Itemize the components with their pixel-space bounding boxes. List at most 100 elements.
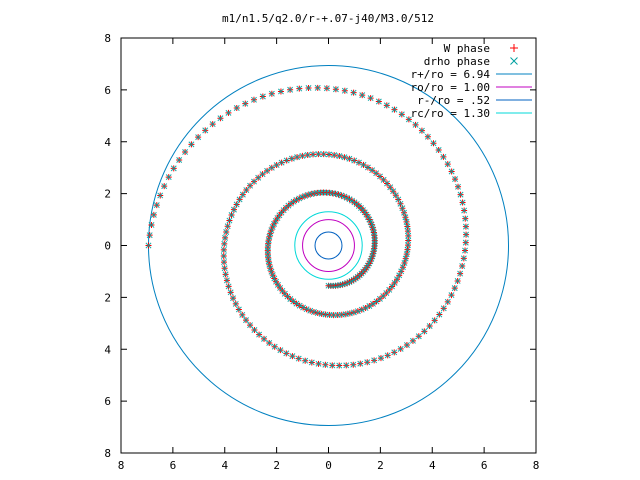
drho-phase-point [299, 152, 306, 159]
drho-phase-point [462, 239, 469, 246]
y-tick-label: 2 [104, 188, 111, 201]
drho-phase-point [146, 232, 153, 239]
drho-phase-point [209, 121, 216, 128]
circle-series-2 [302, 219, 355, 272]
drho-phase-point [288, 155, 295, 162]
x-tick-label: 8 [118, 459, 125, 472]
drho-phase-point [448, 168, 455, 175]
drho-phase-point [308, 359, 315, 366]
drho-phase-point [170, 165, 177, 172]
drho-phase-point [228, 212, 235, 218]
drho-phase-point [395, 196, 402, 203]
drho-phase-point [350, 361, 357, 368]
drho-phase-point [415, 333, 422, 340]
drho-phase-point [369, 167, 376, 174]
y-tick-label: 4 [104, 136, 111, 149]
drho-phase-point [277, 88, 284, 95]
drho-phase-point [268, 90, 275, 97]
drho-phase-point [165, 174, 172, 181]
drho-phase-point [251, 327, 258, 333]
drho-phase-point [357, 360, 364, 367]
drho-phase-point [454, 277, 461, 284]
drho-phase-point [404, 228, 411, 235]
y-tick-label: 4 [104, 343, 111, 356]
drho-phase-point [278, 159, 285, 166]
drho-phase-point [462, 215, 469, 222]
drho-phase-point [403, 218, 410, 225]
drho-phase-point [223, 229, 230, 235]
drho-phase-point [336, 362, 343, 369]
drho-phase-point [440, 305, 447, 312]
drho-phase-point [188, 141, 195, 148]
legend-label-2: drho phase [424, 55, 490, 68]
drho-phase-point [320, 151, 327, 158]
circle-series-3 [314, 231, 343, 260]
drho-phase-point [402, 255, 409, 262]
drho-phase-point [436, 311, 443, 318]
drho-phase-point [236, 196, 243, 203]
drho-phase-point [351, 157, 358, 164]
drho-phase-point [251, 96, 257, 103]
x-tick-label: 8 [533, 459, 540, 472]
drho-phase-point [430, 140, 437, 147]
drho-phase-point [405, 116, 412, 123]
drho-phase-point [444, 298, 451, 305]
drho-phase-point [360, 161, 367, 168]
x-tick-label: 2 [377, 459, 384, 472]
drho-phase-point [391, 106, 398, 113]
drho-phase-point [314, 84, 321, 91]
drho-phase-point [256, 331, 263, 338]
drho-phase-point [273, 162, 280, 169]
drho-phase-point [261, 335, 267, 342]
x-tick-label: 4 [221, 459, 228, 472]
drho-phase-point [264, 167, 271, 174]
drho-phase-point [225, 109, 232, 116]
drho-phase-point [364, 164, 371, 171]
drho-phase-point [459, 199, 466, 206]
drho-phase-point [350, 89, 357, 96]
drho-phase-point [176, 157, 183, 163]
drho-phase-point [235, 306, 242, 313]
drho-phase-point [359, 92, 366, 99]
drho-phase-point [230, 206, 237, 213]
drho-phase-point [343, 362, 350, 369]
y-tick-label: 2 [104, 291, 111, 304]
drho-phase-point [268, 227, 275, 234]
drho-phase-point [329, 362, 336, 369]
drho-phase-point [424, 133, 431, 140]
drho-phase-point [145, 242, 152, 249]
drho-phase-point [283, 157, 290, 164]
drho-phase-point [440, 153, 447, 160]
drho-phase-point [461, 207, 468, 214]
y-tick-label: 8 [104, 447, 111, 460]
drho-phase-point [305, 85, 312, 91]
drho-phase-point [336, 153, 343, 159]
drho-phase-point [222, 271, 229, 278]
drho-phase-point [322, 361, 329, 368]
x-tick-label: 6 [170, 459, 177, 472]
drho-phase-point [331, 152, 338, 159]
legend-label-6: rc/ro = 1.30 [411, 107, 490, 120]
drho-phase-point [323, 85, 330, 92]
drho-phase-point [161, 183, 168, 190]
y-tick-label: 6 [104, 395, 111, 408]
drho-phase-point [157, 192, 164, 199]
legend-label-3: r+/ro = 6.94 [411, 68, 491, 81]
drho-phase-point [217, 115, 224, 122]
drho-phase-point [435, 146, 442, 153]
drho-phase-point [148, 221, 155, 228]
drho-phase-point [296, 85, 303, 92]
drho-phase-point [431, 317, 438, 324]
x-tick-label: 6 [481, 459, 488, 472]
drho-phase-point [226, 217, 233, 224]
drho-phase-point [455, 183, 461, 190]
y-tick-label: 0 [104, 240, 111, 253]
drho-phase-point [267, 265, 274, 272]
drho-phase-point [410, 337, 416, 344]
drho-phase-point [457, 270, 464, 277]
drho-phase-point [346, 155, 353, 162]
drho-phase-point [444, 161, 451, 168]
drho-phase-point [153, 202, 160, 209]
